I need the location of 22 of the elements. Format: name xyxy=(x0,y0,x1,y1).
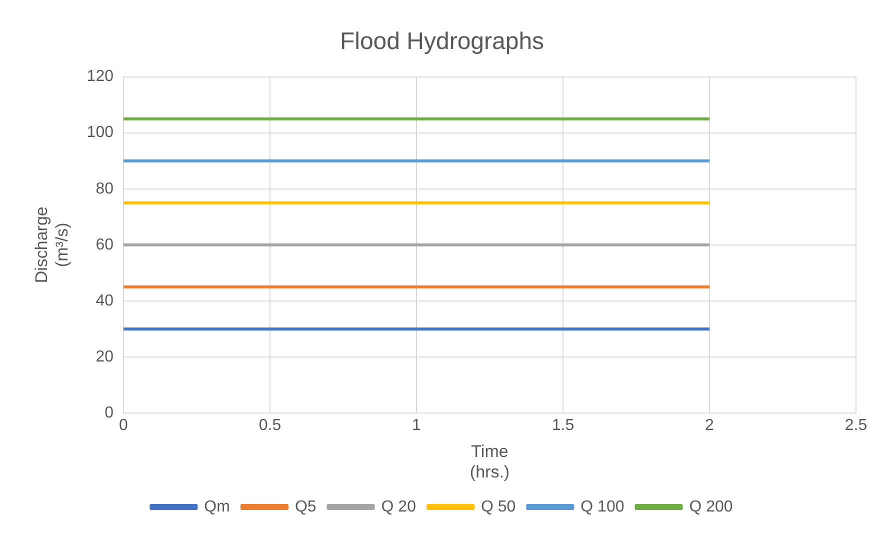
x-tick-label: 0.5 xyxy=(258,417,282,434)
y-tick-label: 80 xyxy=(96,180,114,198)
y-tick-label: 100 xyxy=(86,124,114,142)
x-axis-title: Time (hrs.) xyxy=(470,442,510,482)
y-tick-label: 120 xyxy=(86,68,114,86)
y-tick-label: 0 xyxy=(104,404,114,422)
chart-title: Flood Hydrographs xyxy=(340,28,544,56)
x-tick-label: 2 xyxy=(705,417,714,434)
y-tick-label: 20 xyxy=(96,348,114,366)
y-tick-label: 60 xyxy=(96,236,114,254)
legend-label: Q 20 xyxy=(381,498,416,516)
x-tick-label: 1.5 xyxy=(552,417,574,434)
legend-label: Q 50 xyxy=(480,498,516,516)
x-tick-label: 1 xyxy=(412,417,422,434)
legend-label: Q 200 xyxy=(689,498,733,516)
x-tick-label: 2.5 xyxy=(844,417,868,434)
legend-label: Q5 xyxy=(294,498,316,516)
legend-label: Qm xyxy=(204,498,230,516)
x-tick-label: 0 xyxy=(119,417,128,434)
y-axis-title: Discharge (m³/s) xyxy=(32,206,72,284)
y-tick-label: 40 xyxy=(96,292,114,310)
legend-label: Q 100 xyxy=(580,498,624,516)
